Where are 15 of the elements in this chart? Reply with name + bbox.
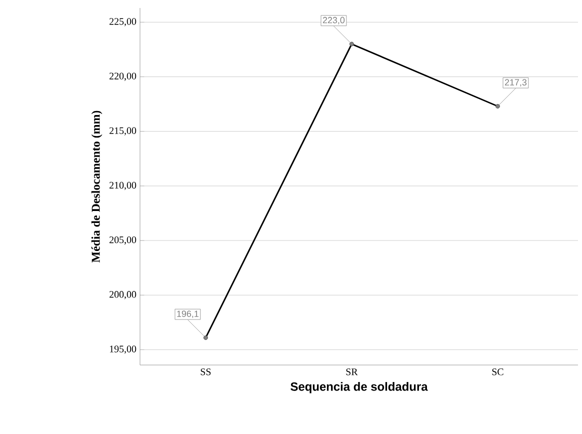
- y-tick-label: 225,00: [110, 18, 136, 26]
- y-tick-label: 210,00: [110, 182, 136, 190]
- y-tick-label: 200,00: [110, 291, 136, 300]
- data-label: 196,1: [177, 310, 198, 318]
- x-tick-label: SR: [346, 368, 358, 376]
- x-tick-label: SS: [200, 368, 211, 376]
- y-axis-title: Média de Deslocamento (mm): [91, 110, 102, 262]
- data-label: 223,0: [322, 16, 345, 24]
- y-tick-label: 205,00: [110, 236, 136, 245]
- data-label: 217,3: [504, 79, 527, 87]
- y-tick-label: 215,00: [110, 127, 136, 136]
- x-axis-title: Sequencia de soldadura: [290, 382, 428, 394]
- x-tick-label: SC: [492, 368, 504, 376]
- y-tick-label: 220,00: [110, 72, 136, 81]
- y-tick-label: 195,00: [110, 346, 136, 354]
